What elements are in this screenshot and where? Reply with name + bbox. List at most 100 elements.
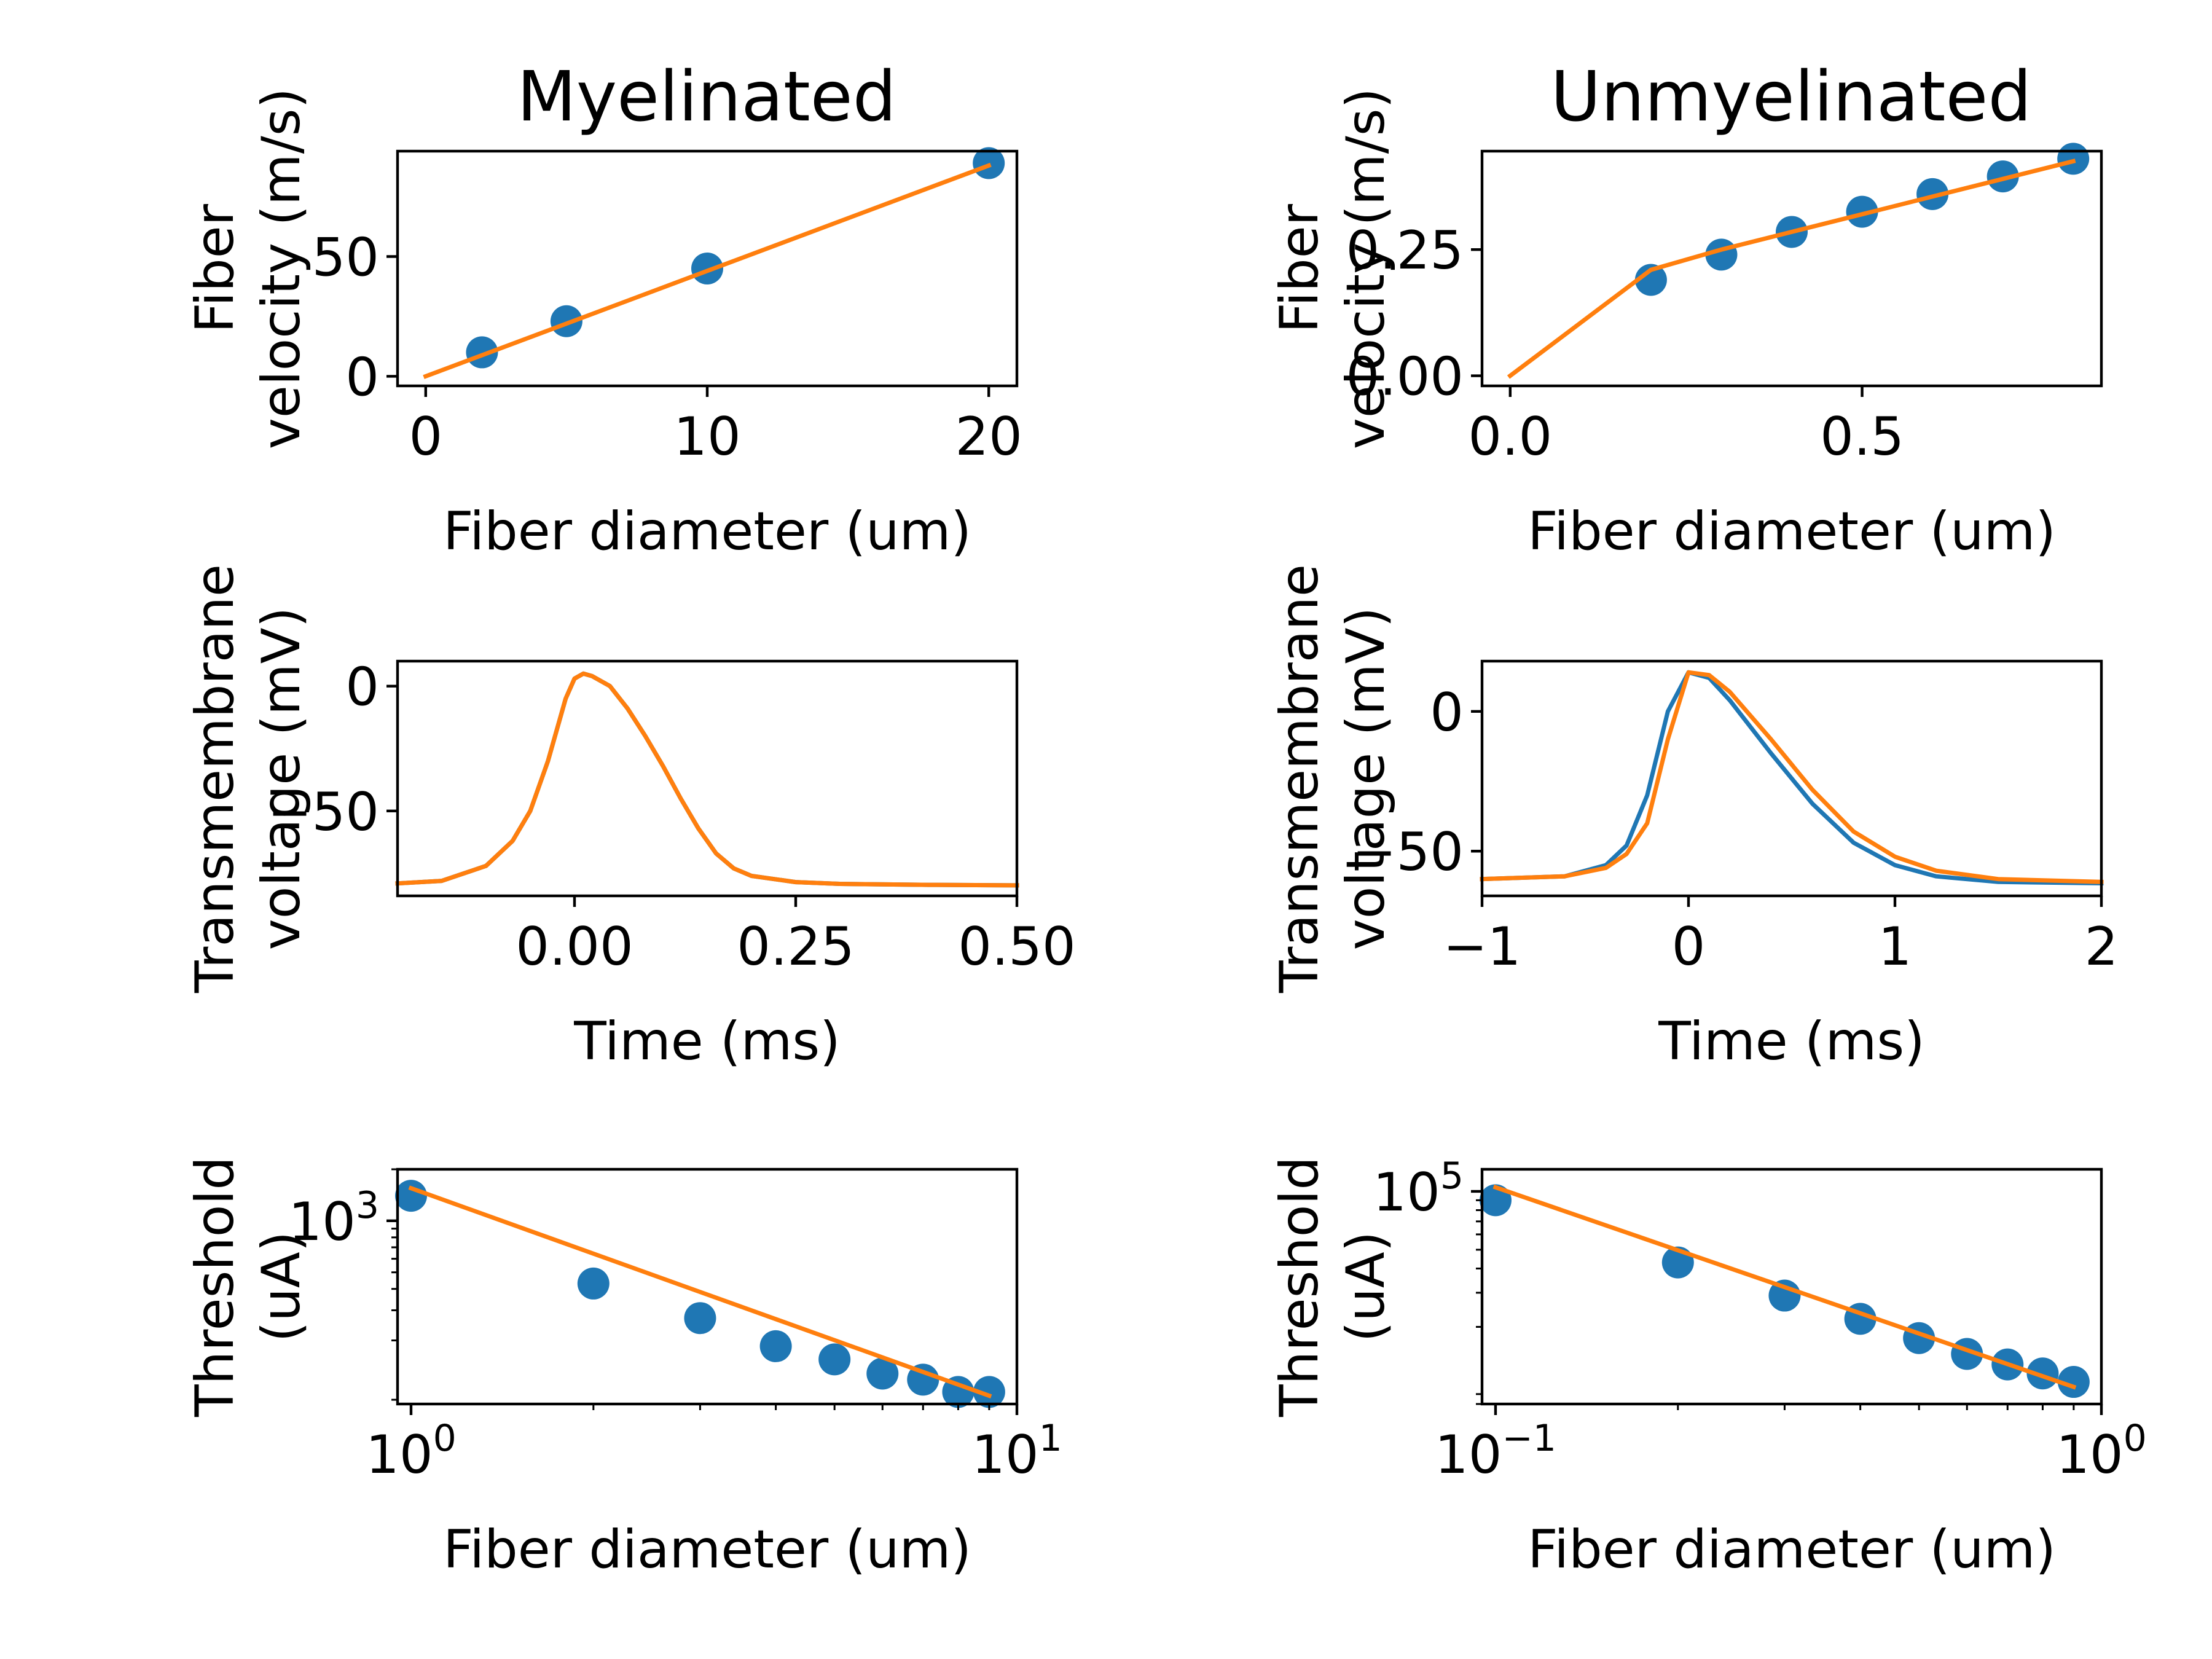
x-tick-label: 10−1 [1435,1417,1556,1486]
series-line-1 [1492,1184,2077,1390]
data-point [2057,1366,2090,1398]
y-axis-label: velocity (m/s) [251,88,312,449]
data-point [684,1302,716,1335]
x-tick-label: 0 [409,406,442,468]
y-axis-label: velocity (m/s) [1335,88,1397,449]
data-point [691,253,723,284]
y-tick-label-base: 10 [1373,1162,1440,1223]
series-line-1 [408,1185,992,1398]
data-point [1846,195,1878,228]
axes-frame [1480,1167,2103,1406]
x-tick-label: 2 [2085,916,2119,978]
y-tick-label-base: 10 [288,1191,355,1253]
y-axis-label: (uA) [1335,1231,1397,1342]
axes-frame [1480,149,2103,388]
series-line-0 [395,671,1019,888]
data-point [1916,178,1949,210]
x-axis-label: Fiber diameter (um) [443,1519,971,1580]
axes-frame [1480,659,2103,898]
x-tick-label: 0.00 [516,916,633,978]
x-tick-label-base: 10 [971,1424,1038,1486]
data-marks [1507,143,2090,379]
x-tick-label-exponent: 0 [2124,1417,2147,1460]
y-tick-label: 103 [288,1184,379,1253]
data-marks [1479,1184,2090,1398]
data-marks [394,1180,1005,1408]
y-axis-label: Fiber [1269,203,1330,333]
series-line-1 [1480,670,2104,884]
x-tick-label: 0.5 [1820,406,1904,468]
x-tick-label: 10 [673,406,740,468]
x-tick-label: 100 [2056,1417,2147,1486]
data-point [1634,264,1667,296]
series-line-1 [1507,159,2076,379]
y-tick-label: −50 [1352,822,1464,883]
y-axis-label: voltage (mV) [1335,607,1397,950]
x-axis-label: Time (ms) [573,1011,841,1072]
x-axis-label: Time (ms) [1658,1011,1925,1072]
data-marks [395,671,1019,888]
series-line-1 [423,162,992,379]
series-line-1 [395,671,1019,888]
column-title-unmyelinated: Unmyelinated [1550,57,2031,137]
x-tick-label-exponent: −1 [1502,1417,1556,1460]
y-axis-label: Transmembrane [184,564,246,994]
data-point [1986,160,2019,193]
x-tick-label: 1 [1878,916,1912,978]
data-point [2026,1357,2059,1390]
data-marks [1480,670,2104,886]
y-axis-label: Transmembrane [1269,564,1330,994]
data-point [973,1376,1005,1408]
y-tick-label: 0 [345,657,379,718]
y-axis-label: Threshold [184,1156,246,1418]
data-point [866,1357,899,1390]
axes-frame [396,1167,1019,1406]
y-tick-label: −50 [268,782,380,843]
x-tick-label: −1 [1443,916,1521,978]
x-tick-label-exponent: 1 [1039,1417,1062,1460]
panel-voltage-myelinated: 0.00 0.25 0.50 0 −50 Time (ms) Transmembrane vo… [184,564,1076,1072]
y-axis-label: Fiber [184,203,246,333]
data-point [907,1363,939,1396]
x-tick-label-exponent: 0 [433,1417,457,1460]
x-tick-label: 20 [955,406,1022,468]
data-point [759,1330,792,1362]
data-point [550,305,582,337]
data-point [577,1267,610,1300]
x-axis-label: Fiber diameter (um) [1528,1519,2056,1580]
x-tick-label: 0 [1672,916,1706,978]
y-axis-label: voltage (mV) [251,607,312,950]
x-tick-label-base: 10 [2056,1424,2123,1486]
x-tick-label: 101 [971,1417,1062,1486]
x-tick-label: 0.25 [737,916,854,978]
y-tick-label-exponent: 3 [356,1184,379,1227]
x-tick-label: 0.50 [958,916,1075,978]
column-title-myelinated: Myelinated [517,57,896,137]
x-tick-label: 0.0 [1468,406,1552,468]
x-tick-label-base: 10 [366,1424,433,1486]
y-tick-label: 105 [1373,1155,1464,1223]
y-tick-label: 0 [345,347,379,408]
axes-frame [396,659,1019,898]
y-axis-label: (uA) [251,1231,312,1342]
y-tick-label: 50 [312,227,379,289]
x-axis-label: Fiber diameter (um) [443,501,971,562]
y-tick-label: 0.00 [1346,347,1464,408]
y-axis-label: Threshold [1269,1156,1330,1418]
x-tick-label-base: 10 [1435,1424,1502,1486]
y-tick-label: 0 [1430,682,1464,743]
data-point [973,147,1005,179]
data-point [394,1180,427,1212]
data-point [2057,143,2090,175]
series-line-0 [1480,670,2104,886]
panel-voltage-unmyelinated: −1 0 1 2 0 −50 Time (ms) Transmembrane voltage (… [1269,564,2118,1072]
panel-velocity-unmyelinated: 0.0 0.5 0.00 0.25 Fiber diameter (um) Fiber ve… [1269,88,2103,562]
x-axis-label: Fiber diameter (um) [1528,501,2056,562]
panel-velocity-myelinated: 0 10 20 0 50 Fiber diameter (um) Fiber velocity… [184,88,1022,562]
data-marks [423,147,1005,379]
y-tick-label-exponent: 5 [1440,1155,1464,1198]
y-tick-label: 0.25 [1346,220,1464,281]
